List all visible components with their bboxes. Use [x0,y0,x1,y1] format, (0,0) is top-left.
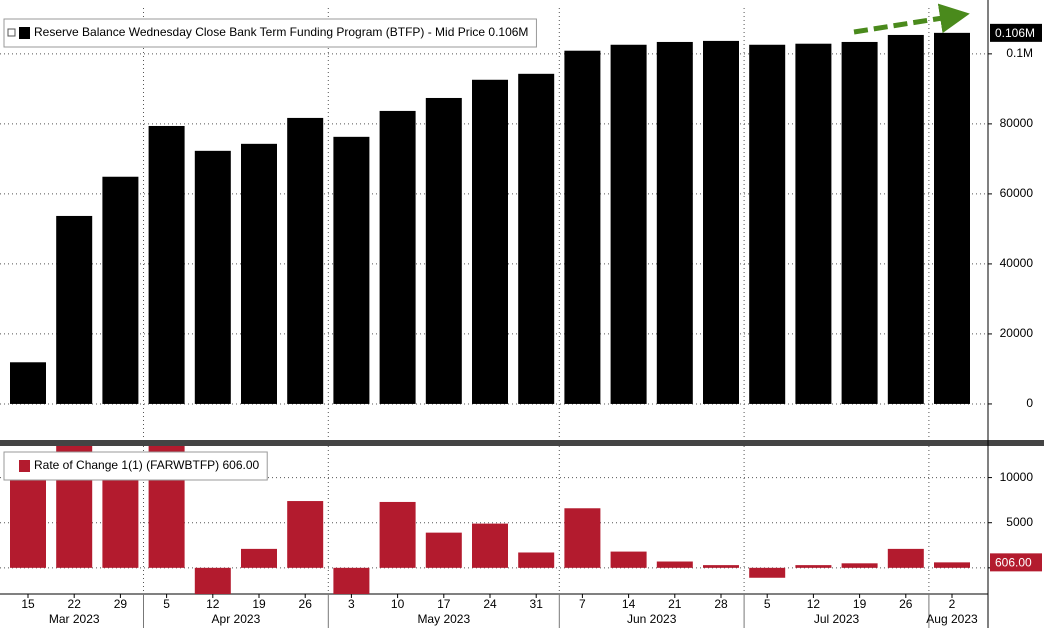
annotations: 0 20000 40000 60000 80000 0.1M 0.106M Reserve B… [3,18,1042,628]
x-tick-label: 26 [899,597,913,611]
month-label: Aug 2023 [926,612,978,626]
x-tick-label: 19 [252,597,266,611]
bar [887,34,924,404]
bar [241,143,277,404]
month-label: Jul 2023 [814,612,860,626]
bar [194,150,231,404]
bar [472,79,508,404]
x-tick-label: 15 [21,597,35,611]
legend-label: Rate of Change 1(1) (FARWBTFP) 606.00 [34,458,260,472]
bar [102,176,139,404]
bar [333,567,370,594]
bar [379,501,416,568]
x-tick-label: 5 [163,597,170,611]
x-tick-label: 29 [114,597,128,611]
bar [703,40,739,404]
y-tick-label: 0 [1026,396,1033,410]
bar [610,44,647,404]
bar [795,565,832,568]
bar [703,565,739,568]
bar [102,469,139,568]
bar [841,563,878,568]
x-tick-label: 28 [714,597,728,611]
last-value-box [990,23,1042,42]
bar [610,551,647,568]
bar [287,117,324,404]
legend-swatch [19,27,30,39]
bar [333,136,370,404]
legend-swatch [19,460,30,472]
y-tick-label: 10000 [1000,470,1034,484]
bar [564,508,601,568]
bar [887,548,924,568]
last-value-label: 0.106M [995,26,1035,40]
bar [425,97,462,404]
bar [656,561,693,568]
panel-divider [0,440,1044,446]
month-label: Apr 2023 [212,612,261,626]
x-tick-label: 24 [483,597,497,611]
x-tick-label: 7 [579,597,586,611]
legend-box [3,18,537,48]
bar [749,44,786,404]
x-tick-label: 12 [206,597,220,611]
y-tick-label: 5000 [1006,515,1033,529]
y-tick-label: 20000 [1000,326,1034,340]
legend-toggle [7,28,16,37]
bar [656,41,693,404]
month-label: Mar 2023 [49,612,100,626]
y-tick-label: 80000 [1000,116,1034,130]
x-tick-label: 17 [437,597,451,611]
month-label: Jun 2023 [627,612,677,626]
last-value-box [990,553,1042,572]
trend-arrow [853,3,970,35]
y-tick-label: 60000 [1000,186,1034,200]
y-tick-label: 40000 [1000,256,1034,270]
bar [379,110,416,404]
bar [425,532,462,568]
bar [934,32,970,404]
last-value-label: 606.00 [995,556,1032,570]
bar [795,43,832,404]
legend-label: Reserve Balance Wednesday Close Bank Ter… [34,25,528,39]
bar [564,50,601,404]
x-tick-label: 19 [853,597,867,611]
x-tick-label: 26 [299,597,313,611]
legend-box [3,451,268,481]
bar [749,567,786,578]
x-tick-label: 5 [764,597,771,611]
bar [148,125,185,404]
bar [934,562,970,568]
bar [56,215,93,404]
bar [287,501,324,568]
bar [518,552,555,568]
y-tick-label: 0.1M [1006,46,1033,60]
x-tick-label: 14 [622,597,636,611]
top-plot [0,8,988,440]
month-label: May 2023 [417,612,470,626]
bar [472,523,508,568]
x-tick-label: 22 [68,597,82,611]
bar [241,548,277,568]
bar [841,41,878,404]
bar [518,73,555,404]
bar [10,362,46,404]
x-tick-label: 3 [348,597,355,611]
x-tick-label: 10 [391,597,405,611]
x-tick-label: 12 [807,597,821,611]
bar [194,567,231,594]
x-tick-label: 31 [530,597,544,611]
x-tick-label: 21 [668,597,682,611]
x-tick-label: 2 [949,597,956,611]
